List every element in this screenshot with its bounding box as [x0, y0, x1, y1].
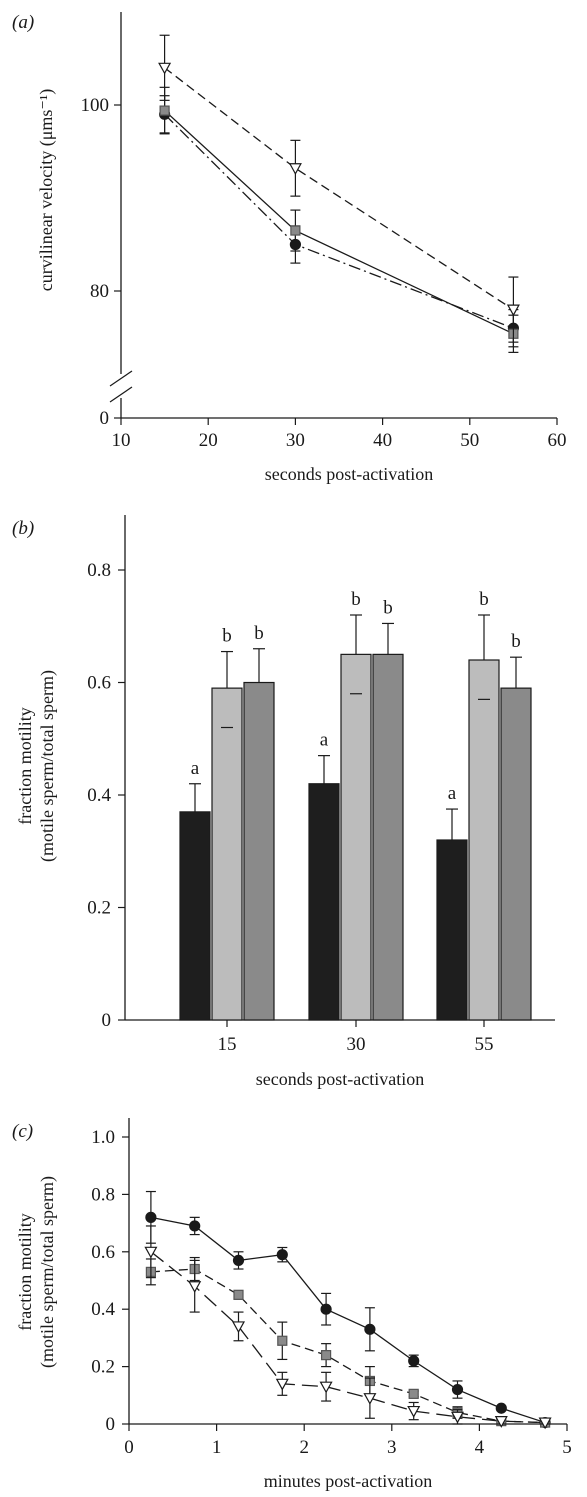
- data-point-triangle: [407, 1405, 421, 1418]
- data-point-triangle: [158, 62, 172, 75]
- data-point-circle: [189, 1220, 201, 1232]
- y-axis-title: fraction motility: [15, 1213, 35, 1330]
- y-tick-label: 80: [90, 281, 109, 302]
- y-tick-label: 0.2: [87, 898, 111, 919]
- axis-break-mark: [109, 370, 133, 387]
- series-line-circle: [164, 113, 514, 329]
- x-tick-label: 15: [218, 1034, 237, 1055]
- x-tick-label: 4: [475, 1437, 485, 1458]
- data-point-triangle: [319, 1381, 333, 1394]
- series-line-circle: [150, 1216, 546, 1424]
- panel-c: (c) 0 0.2 0.4 0.6 0.8 1.0 0 1 2 3 4 5 minutes post-ac…: [12, 1118, 572, 1491]
- x-tick-label: 55: [475, 1034, 494, 1055]
- bar: [211, 687, 243, 1021]
- bar: [500, 687, 532, 1021]
- y-tick-label: 0: [100, 408, 110, 429]
- bar: [308, 783, 340, 1021]
- y-tick-label: 0.4: [91, 1299, 115, 1320]
- x-tick-label: 2: [299, 1437, 309, 1458]
- y-axis-title: curvilinear velocity (μms⁻¹): [36, 89, 57, 291]
- y-tick-label: 0.6: [87, 673, 111, 694]
- bar: [436, 839, 468, 1021]
- x-tick-label: 3: [387, 1437, 397, 1458]
- data-point-triangle: [450, 1411, 465, 1424]
- data-point-square: [159, 105, 170, 116]
- data-point-square: [408, 1388, 419, 1399]
- y-tick-label: 0.2: [91, 1357, 115, 1378]
- data-point-circle: [495, 1402, 507, 1414]
- panel-b: (b) 0 0.2 0.4 0.6 0.8 15 a b b 30 a b b 55 a b b seconds p…: [12, 515, 555, 1089]
- bar: [243, 681, 275, 1021]
- y-axis-title: (motile sperm/total sperm): [37, 1176, 58, 1368]
- data-point-triangle: [288, 163, 302, 175]
- bar: [372, 653, 404, 1021]
- significance-letter: a: [320, 730, 329, 751]
- data-point-circle: [364, 1323, 376, 1335]
- y-tick-label: 0.8: [91, 1184, 115, 1205]
- significance-letter: b: [479, 589, 489, 610]
- y-axis-title: fraction motility: [15, 707, 35, 824]
- panel-label: (a): [12, 12, 34, 33]
- x-axis-title: seconds post-activation: [256, 1069, 424, 1089]
- series-line-triangle: [164, 67, 514, 311]
- data-point-circle: [276, 1249, 288, 1261]
- series-line-square: [164, 110, 514, 335]
- data-point-triangle: [144, 1246, 158, 1259]
- y-axis-title: (motile sperm/total sperm): [37, 670, 58, 862]
- y-tick-label: 0: [102, 1010, 112, 1031]
- series-line-triangle: [150, 1251, 546, 1424]
- axis-break-mark: [109, 386, 133, 403]
- series-line-square: [150, 1268, 546, 1424]
- data-point-circle: [232, 1254, 245, 1267]
- data-point-circle: [145, 1211, 157, 1223]
- y-tick-label: 0.4: [87, 785, 111, 806]
- data-point-triangle: [506, 304, 520, 317]
- panel-label: (c): [12, 1121, 33, 1142]
- data-point-circle: [408, 1355, 420, 1367]
- x-tick-label: 50: [460, 430, 479, 451]
- significance-letter: b: [222, 626, 232, 647]
- x-tick-label: 10: [112, 430, 131, 451]
- x-tick-label: 60: [548, 430, 567, 451]
- y-tick-label: 0.6: [91, 1242, 115, 1263]
- significance-letter: a: [448, 783, 457, 804]
- data-point-triangle: [538, 1417, 552, 1430]
- data-point-triangle: [231, 1321, 246, 1334]
- data-point-circle: [451, 1383, 464, 1396]
- bar: [468, 659, 500, 1021]
- significance-letter: b: [254, 623, 264, 644]
- data-point-square: [290, 225, 301, 236]
- significance-letter: b: [383, 597, 393, 618]
- significance-letter: b: [511, 631, 521, 652]
- x-tick-label: 40: [373, 430, 392, 451]
- panel-label: (b): [12, 518, 34, 539]
- data-point-circle: [320, 1303, 332, 1315]
- x-tick-label: 5: [562, 1437, 572, 1458]
- data-point-square: [321, 1350, 332, 1361]
- x-axis-title: seconds post-activation: [265, 464, 433, 484]
- data-point-square: [233, 1289, 244, 1300]
- panel-a: (a) 10 20 30 40 50 60 80 100 0 seconds post-activa…: [12, 12, 567, 484]
- x-tick-label: 1: [212, 1437, 222, 1458]
- y-tick-label: 100: [81, 95, 110, 116]
- x-axis-title: minutes post-activation: [264, 1471, 432, 1491]
- x-tick-label: 20: [199, 430, 218, 451]
- x-tick-label: 30: [347, 1034, 366, 1055]
- data-point-triangle: [494, 1416, 508, 1428]
- y-tick-label: 0: [106, 1414, 116, 1435]
- significance-letter: a: [191, 758, 200, 779]
- data-point-triangle: [363, 1393, 377, 1405]
- data-point-triangle: [275, 1378, 289, 1391]
- x-tick-label: 0: [124, 1437, 134, 1458]
- y-tick-label: 1.0: [91, 1127, 115, 1148]
- data-point-triangle: [188, 1281, 202, 1293]
- x-tick-label: 30: [286, 430, 305, 451]
- bar: [179, 811, 211, 1021]
- data-point-square: [277, 1335, 288, 1346]
- significance-letter: b: [351, 589, 361, 610]
- y-tick-label: 0.8: [87, 560, 111, 581]
- bar: [340, 653, 372, 1021]
